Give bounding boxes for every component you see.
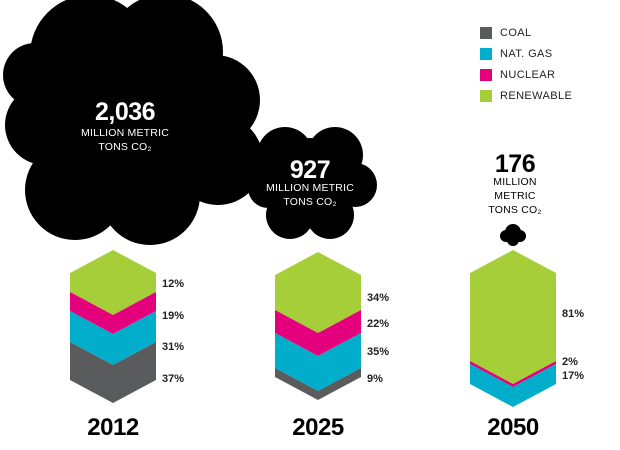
mix-2012	[70, 250, 156, 403]
mix-2050-renewable-segment	[470, 250, 556, 384]
mix-2050-natgas-segment	[470, 364, 556, 407]
pct-2012-natgas: 31%	[162, 341, 185, 353]
legend-swatch-coal	[480, 26, 492, 39]
year-label-2050: 2050	[487, 414, 539, 441]
pct-2025-nuclear: 22%	[367, 318, 390, 330]
mix-2025-natgas-segment	[275, 333, 361, 391]
mix-2012-renewable-segment	[70, 250, 156, 315]
legend-swatch-natgas	[480, 47, 492, 60]
emission-unit-2050-line2: METRIC	[494, 190, 536, 202]
legend-item-coal: COAL	[480, 22, 572, 43]
emission-unit-2025-line2: TONS CO₂	[283, 196, 337, 208]
year-label-2025: 2025	[292, 414, 344, 441]
pct-2050-nuclear: 2%	[562, 356, 578, 368]
legend-label-renewable: RENEWABLE	[500, 89, 573, 102]
mix-2025-renewable-segment	[275, 252, 361, 333]
mix-2025-coal-segment	[275, 368, 361, 400]
cloud-2050	[500, 224, 526, 246]
pct-2025-natgas: 35%	[367, 346, 390, 358]
legend-label-nuclear: NUCLEAR	[500, 68, 556, 81]
pct-2025-renewable: 34%	[367, 292, 390, 304]
emission-value-2012: 2,036	[94, 98, 156, 126]
emission-unit-2012-line2: TONS CO₂	[98, 141, 152, 153]
mix-2050	[470, 250, 556, 407]
legend-item-natgas: NAT. GAS	[480, 43, 572, 64]
pct-2012-nuclear: 19%	[162, 310, 185, 322]
legend-swatch-renewable	[480, 89, 492, 102]
cloud-2012	[3, 0, 263, 245]
emission-value-2025: 927	[289, 156, 331, 184]
pct-2025-coal: 9%	[367, 373, 383, 385]
year-label-2012: 2012	[87, 414, 139, 441]
mix-2012-natgas-segment	[70, 311, 156, 365]
pct-2012-renewable: 12%	[162, 278, 185, 290]
emission-unit-2025-line1: MILLION METRIC	[266, 182, 354, 194]
legend-swatch-nuclear	[480, 68, 492, 81]
mix-2012-nuclear-segment	[70, 292, 156, 334]
pct-2012-coal: 37%	[162, 373, 185, 385]
legend-label-natgas: NAT. GAS	[500, 47, 553, 60]
emission-value-2050: 176	[494, 150, 536, 178]
emission-unit-2050-line1: MILLION	[493, 176, 537, 188]
cloud-2025	[248, 127, 377, 239]
pct-2050-renewable: 81%	[562, 308, 585, 320]
emission-unit-2050-line3: TONS CO₂	[488, 204, 542, 216]
legend-item-nuclear: NUCLEAR	[480, 64, 572, 85]
legend-item-renewable: RENEWABLE	[480, 85, 572, 106]
mix-2025	[275, 252, 361, 400]
legend-label-coal: COAL	[500, 26, 532, 39]
legend: COAL NAT. GAS NUCLEAR RENEWABLE	[480, 22, 572, 106]
emission-unit-2012-line1: MILLION METRIC	[81, 127, 169, 139]
mix-2012-coal-segment	[70, 342, 156, 403]
pct-2050-natgas: 17%	[562, 370, 585, 382]
